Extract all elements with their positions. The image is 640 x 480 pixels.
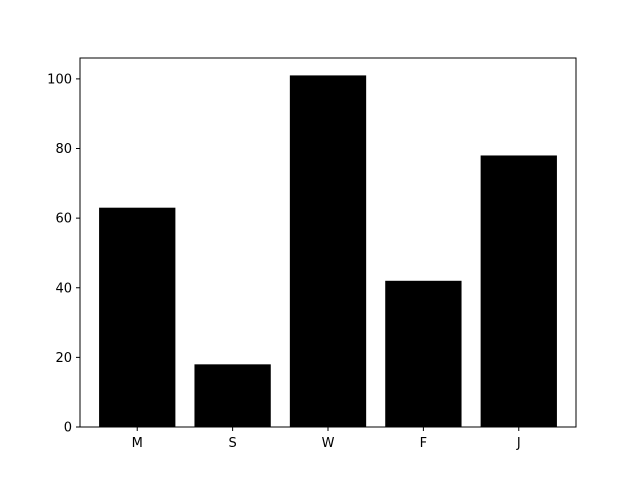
x-tick-label: M	[132, 436, 143, 451]
y-axis: 0 20 40 60 80 100	[47, 72, 80, 436]
x-tick-label: S	[228, 436, 236, 451]
bar-s	[194, 364, 271, 427]
y-tick-label: 100	[47, 72, 72, 87]
plot-frame	[79, 57, 577, 428]
bar-m	[99, 207, 176, 427]
y-tick-label: 60	[55, 212, 72, 227]
bar-f	[385, 280, 462, 427]
y-tick-label: 20	[55, 351, 72, 366]
x-tick-label: W	[322, 436, 335, 451]
bar-w	[289, 75, 367, 427]
y-tick-label: 80	[55, 142, 72, 157]
y-tick-label: 0	[64, 421, 72, 436]
bar-j	[480, 155, 557, 427]
y-tick-label: 40	[55, 281, 72, 296]
x-tick-label: J	[516, 436, 521, 451]
bar-group	[99, 75, 557, 427]
x-tick-label: F	[420, 436, 427, 451]
